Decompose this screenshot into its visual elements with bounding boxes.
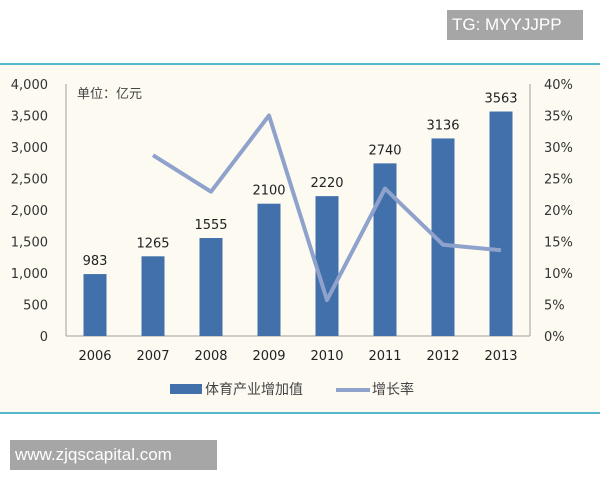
x-axis-label: 2013 [484, 349, 517, 364]
watermark-bottom: www.zjqscapital.com [10, 440, 217, 470]
bar [489, 111, 513, 336]
bars-series [83, 111, 513, 336]
right-axis-tick: 25% [544, 173, 573, 188]
left-axis-ticks: 0 500 1,000 1,500 2,000 2,500 3,000 3,500 4,000 [11, 78, 48, 345]
bar-value-label: 1265 [136, 236, 169, 251]
left-axis-tick: 2,000 [11, 204, 48, 219]
bar-value-label: 983 [83, 254, 108, 269]
x-axis-label: 2007 [136, 349, 169, 364]
legend-bar-label: 体育产业增加值 [205, 382, 303, 398]
growth-rate-line [151, 113, 502, 303]
bar-value-label: 2740 [368, 143, 401, 158]
bar-value-label: 3563 [484, 92, 517, 107]
left-axis-tick: 3,500 [11, 110, 48, 125]
bar-value-label: 2100 [252, 184, 285, 199]
left-axis-tick: 1,500 [11, 236, 48, 251]
legend: 体育产业增加值 增长率 [170, 381, 414, 398]
right-axis-tick: 35% [544, 110, 573, 125]
right-axis-tick: 20% [544, 204, 573, 219]
right-axis-ticks: 0% 5% 10% 15% 20% 25% 30% 35% 40% [544, 78, 573, 345]
x-axis-label: 2006 [78, 349, 111, 364]
right-axis-tick: 0% [544, 330, 565, 345]
legend-line-label: 增长率 [372, 381, 414, 398]
x-axis-label: 2012 [426, 349, 459, 364]
watermark-top: TG: MYYJJPP [447, 10, 583, 40]
right-axis-tick: 5% [544, 299, 565, 314]
bar [315, 196, 339, 336]
left-axis-tick: 3,000 [11, 141, 48, 156]
left-axis-tick: 4,000 [11, 78, 48, 93]
left-axis-tick: 2,500 [11, 173, 48, 188]
bar [199, 238, 223, 336]
chart-panel: 0 500 1,000 1,500 2,000 2,500 3,000 3,500 4,000 … [0, 63, 600, 414]
left-axis-tick: 500 [23, 299, 48, 314]
bar [257, 203, 281, 336]
bar [431, 138, 455, 336]
bar [373, 163, 397, 336]
right-axis-tick: 15% [544, 236, 573, 251]
left-axis-tick: 0 [40, 330, 48, 345]
unit-label: 单位：亿元 [77, 87, 142, 102]
legend-bar-swatch [170, 384, 202, 394]
right-axis-tick: 40% [544, 78, 573, 93]
x-axis-label: 2010 [310, 349, 343, 364]
bar-data-labels: 983 1265 1555 2100 2220 2740 3136 3563 [83, 92, 518, 270]
bar [83, 274, 107, 336]
bar-value-label: 3136 [426, 118, 459, 133]
x-axis-label: 2011 [368, 349, 401, 364]
x-axis-labels: 2006 2007 2008 2009 2010 2011 2012 2013 [78, 349, 517, 364]
bar-value-label: 2220 [310, 176, 343, 191]
left-axis-tick: 1,000 [11, 267, 48, 282]
right-axis-tick: 10% [544, 267, 573, 282]
right-axis-tick: 30% [544, 141, 573, 156]
x-axis-label: 2009 [252, 349, 285, 364]
bar-value-label: 1555 [194, 218, 227, 233]
bar [141, 256, 165, 336]
combo-chart: 05001,0001,5002,0002,5003,0003,5004,000 … [11, 78, 573, 398]
x-axis-label: 2008 [194, 349, 227, 364]
